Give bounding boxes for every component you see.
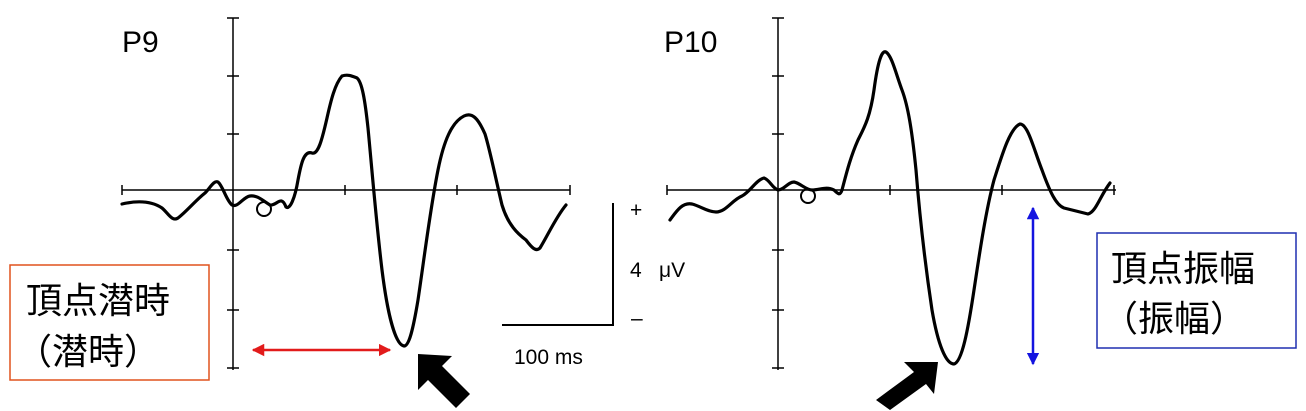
scale-time: 100 ms: [514, 346, 583, 369]
latency-box-line2: （潜時）: [16, 332, 160, 373]
p9-y-ticks: [227, 17, 239, 369]
p10-waveform: [668, 50, 1112, 366]
amplitude-box-border: [1096, 232, 1297, 349]
panel-p9: P9: [120, 17, 571, 408]
amplitude-box: 頂点振幅 （振幅）: [1096, 232, 1297, 349]
panel-p10: P10: [664, 17, 1116, 410]
scale-bar: + 4 μV – 100 ms: [502, 199, 685, 369]
p9-x-ticks: [121, 185, 571, 195]
scale-amplitude-value: 4: [630, 259, 642, 282]
p10-y-ticks: [772, 17, 784, 369]
scale-plus: +: [630, 199, 642, 222]
latency-box: 頂点潜時 （潜時）: [9, 264, 210, 381]
latency-box-border: [9, 264, 210, 381]
p9-peak-pointer-arrow: [418, 354, 470, 408]
p9-baseline-marker: [256, 201, 272, 217]
scale-amplitude-unit: μV: [659, 259, 685, 282]
panel-title-p10: P10: [664, 26, 717, 59]
p10-peak-pointer-arrow: [876, 362, 938, 410]
amplitude-box-line2: （振幅）: [1102, 299, 1246, 340]
panel-title-p9: P9: [122, 26, 159, 59]
p10-baseline-marker: [800, 188, 816, 204]
p9-waveform: [120, 73, 568, 348]
latency-box-line1: 頂点潜時: [26, 281, 170, 322]
p10-x-ticks: [666, 185, 1115, 195]
scale-minus: –: [631, 307, 643, 330]
amplitude-box-line1: 頂点振幅: [1111, 249, 1255, 290]
